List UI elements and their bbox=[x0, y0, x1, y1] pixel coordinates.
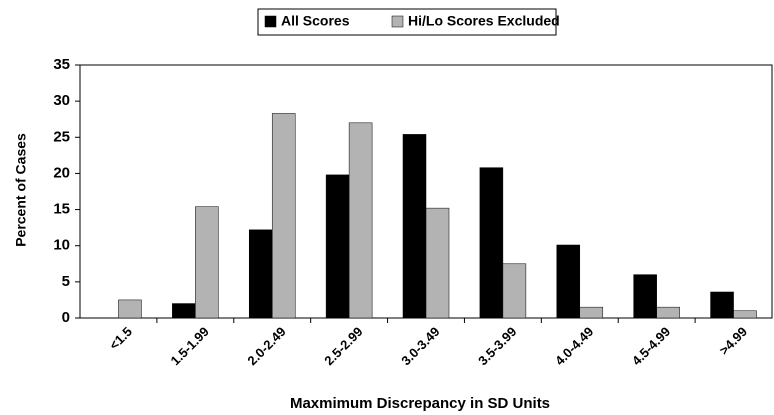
legend-swatch bbox=[391, 15, 404, 28]
x-tick-label: 4.0-4.49 bbox=[552, 324, 596, 368]
x-tick-label: <1.5 bbox=[106, 324, 135, 353]
bar bbox=[556, 244, 581, 319]
x-tick-label: 3.5-3.99 bbox=[475, 324, 519, 368]
legend-label: All Scores bbox=[281, 13, 350, 29]
bar bbox=[502, 263, 527, 319]
bar bbox=[656, 306, 680, 319]
legend-box bbox=[257, 8, 557, 36]
x-tick-label: 1.5-1.99 bbox=[168, 324, 212, 368]
x-tick-label: 3.0-3.49 bbox=[398, 324, 442, 368]
y-tick-label: 35 bbox=[53, 56, 70, 73]
bar bbox=[348, 122, 373, 319]
bar bbox=[118, 299, 142, 319]
bar bbox=[325, 174, 350, 319]
y-axis-title: Percent of Cases bbox=[13, 133, 29, 247]
y-tick-label: 10 bbox=[53, 237, 70, 254]
bar bbox=[579, 306, 604, 319]
bar bbox=[733, 310, 757, 319]
y-tick-label: 30 bbox=[53, 92, 70, 109]
bar bbox=[172, 303, 196, 319]
x-tick-label: 4.5-4.99 bbox=[629, 324, 673, 368]
bar bbox=[479, 167, 504, 319]
legend-swatch bbox=[264, 15, 277, 28]
bar bbox=[195, 206, 219, 319]
bar bbox=[402, 134, 427, 319]
x-tick-label: 2.5-2.99 bbox=[321, 324, 365, 368]
x-axis-title: Maxmimum Discrepancy in SD Units bbox=[290, 395, 550, 412]
y-tick-label: 25 bbox=[53, 128, 70, 145]
bar bbox=[633, 274, 657, 319]
bar bbox=[710, 291, 734, 319]
x-tick-label: >4.99 bbox=[716, 324, 750, 358]
legend-label: Hi/Lo Scores Excluded bbox=[408, 13, 560, 29]
x-tick-label: 2.0-2.49 bbox=[244, 324, 288, 368]
y-tick-label: 0 bbox=[62, 309, 70, 326]
bar bbox=[425, 207, 450, 319]
y-tick-label: 5 bbox=[62, 273, 70, 290]
bar bbox=[271, 113, 296, 319]
y-tick-label: 20 bbox=[53, 164, 70, 181]
bar bbox=[248, 229, 273, 319]
y-tick-label: 15 bbox=[53, 201, 70, 218]
